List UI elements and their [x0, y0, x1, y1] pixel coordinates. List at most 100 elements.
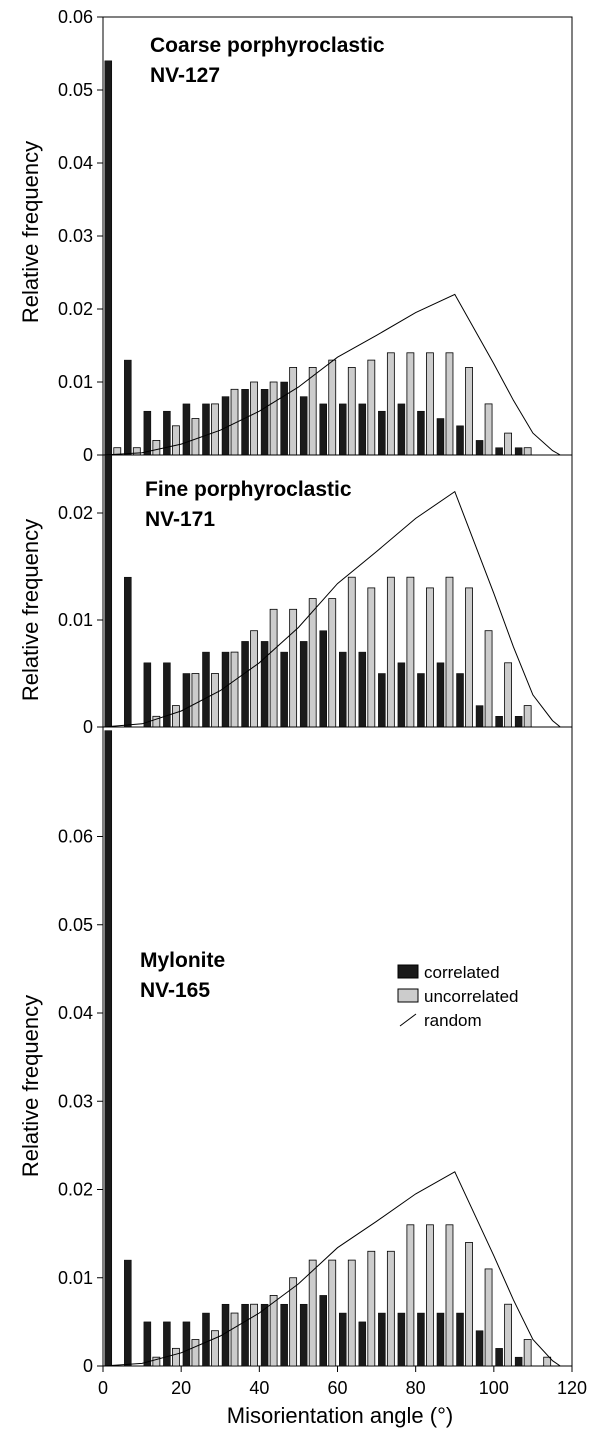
bar-uncorrelated-2-107.5: [523, 705, 532, 728]
bar-uncorrelated-1-22.5: [191, 418, 200, 456]
y-tick-label-1-0.01: 0.01: [58, 372, 93, 392]
x-axis-label: Misorientation angle (°): [227, 1403, 453, 1428]
bar-correlated-1-22.5: [182, 403, 191, 456]
y-tick-label-2-0.01: 0.01: [58, 610, 93, 630]
bar-uncorrelated-3-62.5: [347, 1259, 356, 1367]
bar-uncorrelated-1-47.5: [289, 366, 298, 456]
bar-correlated-2-72.5: [378, 673, 386, 728]
bar-correlated-1-17.5: [163, 410, 171, 456]
legend-swatch-random: [399, 1013, 417, 1027]
bar-correlated-2-52.5: [299, 641, 308, 728]
bar-uncorrelated-3-92.5: [465, 1242, 473, 1367]
bar-correlated-2-67.5: [358, 651, 367, 728]
x-tick-label-120: 120: [557, 1378, 587, 1398]
bar-correlated-1-77.5: [397, 403, 406, 456]
x-tick-label-100: 100: [479, 1378, 509, 1398]
bar-correlated-1-57.5: [319, 403, 327, 456]
bar-uncorrelated-2-72.5: [386, 576, 395, 728]
bar-uncorrelated-1-102.5: [504, 432, 513, 456]
bar-uncorrelated-1-82.5: [426, 352, 434, 456]
bar-correlated-3-42.5: [260, 1303, 269, 1367]
y-axis-label-2: Relative frequency: [18, 519, 43, 701]
bar-uncorrelated-3-47.5: [289, 1277, 298, 1367]
bar-correlated-1-102.5: [495, 447, 503, 456]
panel-title-2: Fine porphyroclastic: [145, 478, 352, 501]
bar-uncorrelated-3-87.5: [445, 1224, 454, 1367]
bar-uncorrelated-2-17.5: [171, 705, 180, 728]
bar-correlated-2-42.5: [260, 641, 269, 728]
y-tick-label-3-0.04: 0.04: [58, 1003, 93, 1023]
y-tick-label-3-0.06: 0.06: [58, 827, 93, 847]
bar-correlated-3-47.5: [280, 1303, 288, 1367]
y-axis-label-3: Relative frequency: [18, 995, 43, 1177]
y-axis-label-1: Relative frequency: [18, 141, 43, 323]
bar-uncorrelated-3-107.5: [523, 1339, 532, 1367]
bar-uncorrelated-2-97.5: [484, 630, 493, 728]
bar-correlated-1-97.5: [475, 440, 484, 456]
bar-correlated-1-92.5: [456, 425, 464, 456]
bar-uncorrelated-1-42.5: [269, 381, 278, 456]
bar-uncorrelated-1-92.5: [465, 366, 473, 456]
bar-correlated-2-92.5: [456, 673, 464, 728]
bar-correlated-2-57.5: [319, 630, 327, 728]
bar-correlated-2-2.5: [104, 454, 113, 728]
bar-uncorrelated-2-42.5: [269, 608, 278, 728]
bar-correlated-1-12.5: [143, 410, 152, 456]
random-curve-3: [102, 1171, 561, 1367]
bar-correlated-1-107.5: [514, 447, 523, 456]
x-tick-label-40: 40: [249, 1378, 269, 1398]
bar-uncorrelated-1-62.5: [347, 366, 356, 456]
bar-uncorrelated-3-32.5: [230, 1312, 239, 1367]
bar-uncorrelated-1-77.5: [406, 352, 415, 456]
panel-mylonite: 0 0.01 0.02 0.03 0.04 0.05 0.06 0 20 40 60 80 100 120: [58, 726, 587, 1398]
x-tick-label-60: 60: [327, 1378, 347, 1398]
bar-correlated-3-32.5: [221, 1303, 230, 1367]
y-tick-label-2-0.02: 0.02: [58, 503, 93, 523]
bar-uncorrelated-1-72.5: [386, 352, 395, 456]
bar-correlated-2-47.5: [280, 651, 288, 728]
y-tick-label-1-0.05: 0.05: [58, 80, 93, 100]
y-tick-label-3-0: 0: [83, 1356, 93, 1376]
panel-subtitle-2: NV-171: [145, 508, 215, 531]
y-tick-label-3-0.05: 0.05: [58, 915, 93, 935]
bar-uncorrelated-1-87.5: [445, 352, 454, 456]
bar-correlated-3-107.5: [514, 1356, 523, 1367]
bar-uncorrelated-1-12.5: [152, 439, 161, 456]
bar-correlated-1-72.5: [378, 410, 386, 456]
panel-subtitle-1: NV-127: [150, 64, 220, 87]
bar-correlated-2-17.5: [163, 662, 171, 728]
bar-uncorrelated-3-112.5: [543, 1356, 552, 1367]
bar-uncorrelated-2-32.5: [230, 651, 239, 728]
bar-correlated-1-2.5: [104, 60, 113, 456]
bar-correlated-2-37.5: [241, 641, 249, 728]
bar-correlated-2-22.5: [182, 673, 191, 728]
y-tick-label-1-0.06: 0.06: [58, 7, 93, 27]
bar-uncorrelated-3-42.5: [269, 1295, 278, 1367]
bar-uncorrelated-1-107.5: [523, 447, 532, 456]
bar-uncorrelated-3-77.5: [406, 1224, 415, 1367]
bar-correlated-2-107.5: [514, 716, 523, 728]
bar-correlated-3-12.5: [143, 1321, 152, 1367]
bar-correlated-3-92.5: [456, 1312, 464, 1367]
panel-title-3: Mylonite: [140, 949, 225, 972]
bar-correlated-3-72.5: [378, 1312, 386, 1367]
bar-correlated-1-87.5: [436, 418, 445, 456]
bar-correlated-3-7.5: [124, 1259, 132, 1367]
bar-correlated-1-47.5: [280, 381, 288, 456]
bar-uncorrelated-1-57.5: [328, 359, 337, 456]
bar-uncorrelated-1-67.5: [367, 359, 376, 456]
bar-uncorrelated-2-22.5: [191, 673, 200, 728]
bar-uncorrelated-3-52.5: [308, 1259, 317, 1367]
x-tick-label-80: 80: [406, 1378, 426, 1398]
bar-uncorrelated-3-102.5: [504, 1303, 513, 1367]
bar-correlated-2-97.5: [475, 705, 484, 728]
bar-uncorrelated-3-12.5: [152, 1356, 161, 1367]
bar-correlated-3-102.5: [495, 1348, 503, 1367]
bar-uncorrelated-1-97.5: [484, 403, 493, 456]
bar-correlated-1-67.5: [358, 403, 367, 456]
bar-uncorrelated-3-57.5: [328, 1259, 337, 1367]
bar-correlated-2-82.5: [417, 673, 425, 728]
y-tick-label-1-0.03: 0.03: [58, 226, 93, 246]
bar-correlated-1-52.5: [299, 396, 308, 456]
bar-correlated-1-62.5: [339, 403, 347, 456]
